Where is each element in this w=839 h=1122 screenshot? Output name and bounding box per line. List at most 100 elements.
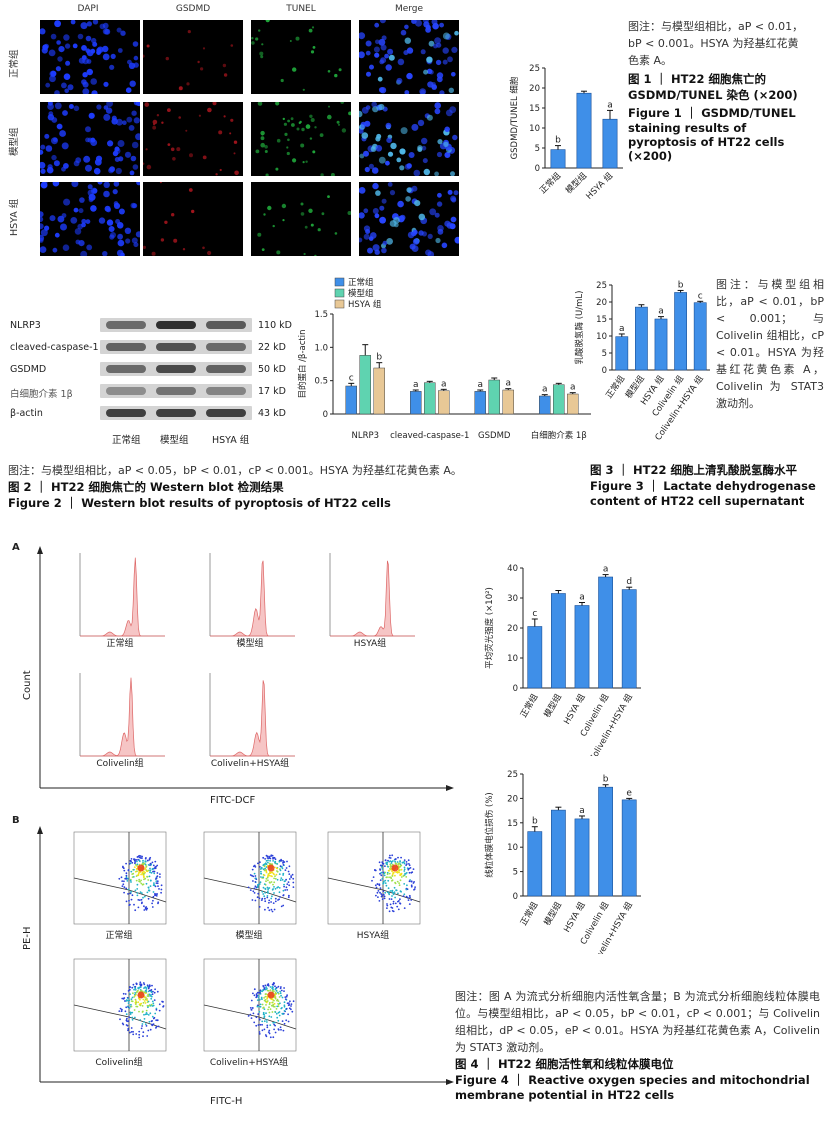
bar [598,786,613,897]
wb-band [156,321,196,329]
fig2-title-en: Figure 2 ｜ Western blot results of pyrop… [8,496,391,510]
y-tick-label: 20 [596,298,607,308]
wb-row-label: β-actin [10,408,43,419]
flow-label: Colivelin组 [95,1058,143,1068]
bar [602,118,618,169]
fig1-row-label-hsya: HSYA 组 [9,198,20,236]
y-tick-label: 15 [507,819,518,829]
bar [574,818,590,897]
fig1-title-en: Figure 1 ｜ GSDMD/TUNEL staining results … [628,106,796,163]
x-tick-label: 模型组 [542,692,565,720]
y-tick-label: 15 [596,315,607,325]
wb-row-size: 22 kD [258,342,286,353]
flow-label: Colivelin组 [96,759,144,769]
sig-label: a [607,100,613,110]
micro-panel-dapi-2 [40,182,140,256]
y-tick-label: 25 [529,64,540,74]
y-axis-label: 乳酸脱氢酶 (U/mL) [574,291,585,365]
fig4-flow-axes [37,546,454,1085]
bar [615,336,629,371]
wb-band [106,343,146,351]
y-tick-label: 0 [323,410,328,420]
wb-row-label: 白细胞介素 1β [10,389,73,400]
bar [539,395,551,415]
flow-label: 正常组 [105,931,133,941]
sig-label: a [658,307,664,317]
bar [474,391,486,415]
legend-label: 模型组 [348,288,374,299]
flow-label: Colivelin+HSYA组 [209,1058,289,1068]
x-tick-label: 白细胞介素 1β [531,430,587,441]
sig-label: c [349,373,354,383]
x-tick-label: 模型组 [542,900,565,928]
wb-group-normal: 正常组 [112,435,141,446]
y-tick-label: 5 [513,868,518,878]
sig-label: a [413,380,419,390]
fig4-panel-a-label: A [12,542,20,553]
y-tick-label: 5 [602,349,607,359]
y-tick-label: 0 [513,684,518,694]
wb-band [106,387,146,395]
wb-band [206,365,246,373]
fig4-title-en: Figure 4 ｜ Reactive oxygen species and m… [455,1073,810,1102]
bar [527,831,543,897]
wb-row-label: NLRP3 [10,320,41,331]
x-tick-label: 正常组 [518,900,541,928]
legend-swatch [334,277,345,287]
y-axis-label: GSDMD/TUNEL 细胞 [509,76,520,159]
y-axis-label: 平均荧光强度 (×10²) [484,587,495,669]
legend-swatch [334,299,345,309]
fig3-title-en: Figure 3 ｜ Lactate dehydrogenase content… [590,479,816,508]
fig4-caption-note: 图注：图 A 为流式分析细胞内活性氧含量；B 为流式分析细胞线粒体膜电位。与模型… [455,990,820,1054]
flow-label: 正常组 [106,639,134,649]
bar [635,306,648,371]
y-tick-label: 40 [507,564,518,574]
bar [576,92,592,169]
fig4-ros-chart: 0 10 20 30 40 平均荧光强度 (×10²) c 正常组 模型组 a HSYA 组 a Col… [478,556,658,764]
bar [674,292,687,371]
flow-histogram: Colivelin+HSYA组 [200,668,300,769]
legend-label: 正常组 [348,277,374,288]
flow-scatter: Colivelin+HSYA组 [196,955,302,1068]
fig2-bar-chart: 0 0.5 1.0 1.5 目的蛋白 /β-actin 正常组 模型组 HSYA 组 c b NLR… [295,272,595,452]
y-tick-label: 1.5 [314,310,328,320]
bar [373,367,385,415]
bar [438,390,450,415]
y-axis-label: 线粒体膜电位损伤 (%) [484,792,495,877]
y-tick-label: 25 [507,770,518,780]
x-tick-label: HSYA 组 [561,900,587,935]
fig1-caption-note: 图注：与模型组相比，aP < 0.01，bP < 0.001。HSYA 为羟基红… [628,20,804,67]
fig1-caption: 图注：与模型组相比，aP < 0.01，bP < 0.001。HSYA 为羟基红… [628,18,808,163]
x-tick-label: cleaved-caspase-1 [390,431,469,441]
sig-label: b [603,775,609,785]
bar [551,809,566,897]
flow-scatter: Colivelin组 [66,955,172,1068]
y-tick-label: 10 [596,332,607,342]
fig4-panel-b-label: B [12,815,20,826]
fig1-col-label-merge: Merge [394,4,424,14]
y-tick-label: 20 [529,84,540,94]
sig-label: d [626,577,632,587]
sig-label: b [532,817,538,827]
sig-label: c [698,291,703,301]
bar [693,302,707,371]
fig1-col-label-dapi: DAPI [77,4,99,14]
bar [359,355,371,415]
wb-row-size: 43 kD [258,408,286,419]
micro-panel-gsdmd-0 [143,20,243,94]
micro-panel-dapi-1 [40,102,140,176]
micro-panel-tunel-1 [251,102,351,176]
flow-label: 模型组 [235,931,263,941]
x-tick-label: 正常组 [604,373,628,401]
fig3-title-cn: 图 3 ｜ HT22 细胞上清乳酸脱氢酶水平 [590,463,797,477]
x-tick-label: HSYA 组 [561,692,587,727]
wb-band [106,365,146,373]
fig3-caption: 图 3 ｜ HT22 细胞上清乳酸脱氢酶水平 Figure 3 ｜ Lactat… [590,462,820,508]
wb-row-label: cleaved-caspase-1 [10,342,99,353]
wb-group-model: 模型组 [160,435,189,446]
flow-label: Colivelin+HSYA组 [210,759,290,769]
sig-label: a [603,565,609,575]
fig3-bar-chart: 0 5 10 15 20 25 乳酸脱氢酶 (U/mL) a 正常组 模型组 a HSYA 组 b Col… [572,275,712,445]
sig-label: a [579,806,585,816]
bar [550,149,566,169]
